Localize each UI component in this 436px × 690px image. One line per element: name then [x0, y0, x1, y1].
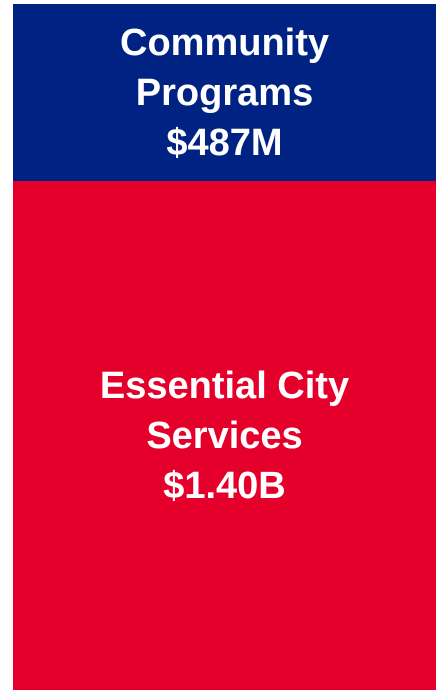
tile-name: Essential City Services	[99, 364, 350, 457]
tile: Community Programs $487M	[13, 4, 436, 182]
tile: Essential City Services $1.40B	[13, 181, 436, 690]
tile-value: $487M	[166, 121, 283, 164]
tile-label: Essential City Services $1.40B	[70, 361, 380, 511]
tile-name: Community Programs	[120, 21, 329, 114]
tile-value: $1.40B	[163, 464, 286, 507]
chart: Community Programs $487M Essential City Se…	[13, 4, 436, 690]
tile-label: Community Programs $487M	[70, 18, 380, 168]
